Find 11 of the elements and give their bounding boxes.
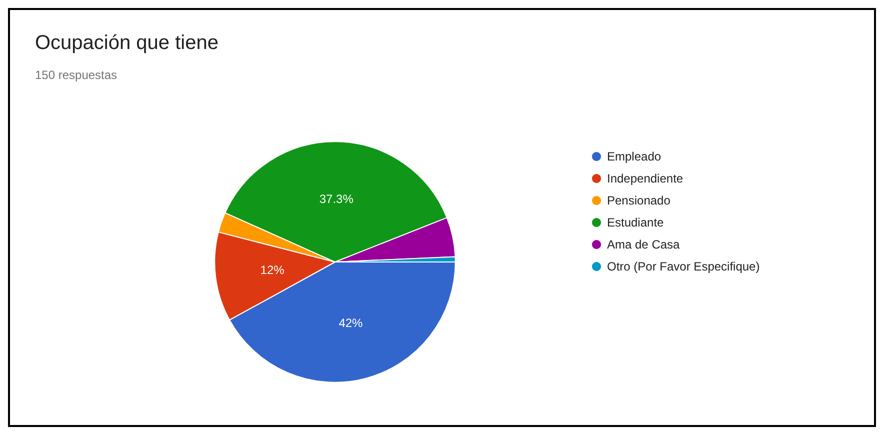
legend-label: Ama de Casa [607, 238, 680, 252]
data-label: 42% [338, 316, 364, 330]
legend-label: Empleado [607, 150, 662, 164]
text: 150 respuestas [35, 68, 118, 82]
legend-label: Pensionado [607, 194, 671, 208]
data-label: 12% [260, 262, 285, 277]
legend-label: Independiente [607, 172, 684, 186]
chart-title: Ocupación que tiene [35, 32, 218, 54]
data-label: 37.3% [319, 192, 354, 206]
legend-label: Estudiante [607, 216, 664, 230]
legend-label: Otro (Por Favor Especifique) [607, 260, 760, 274]
